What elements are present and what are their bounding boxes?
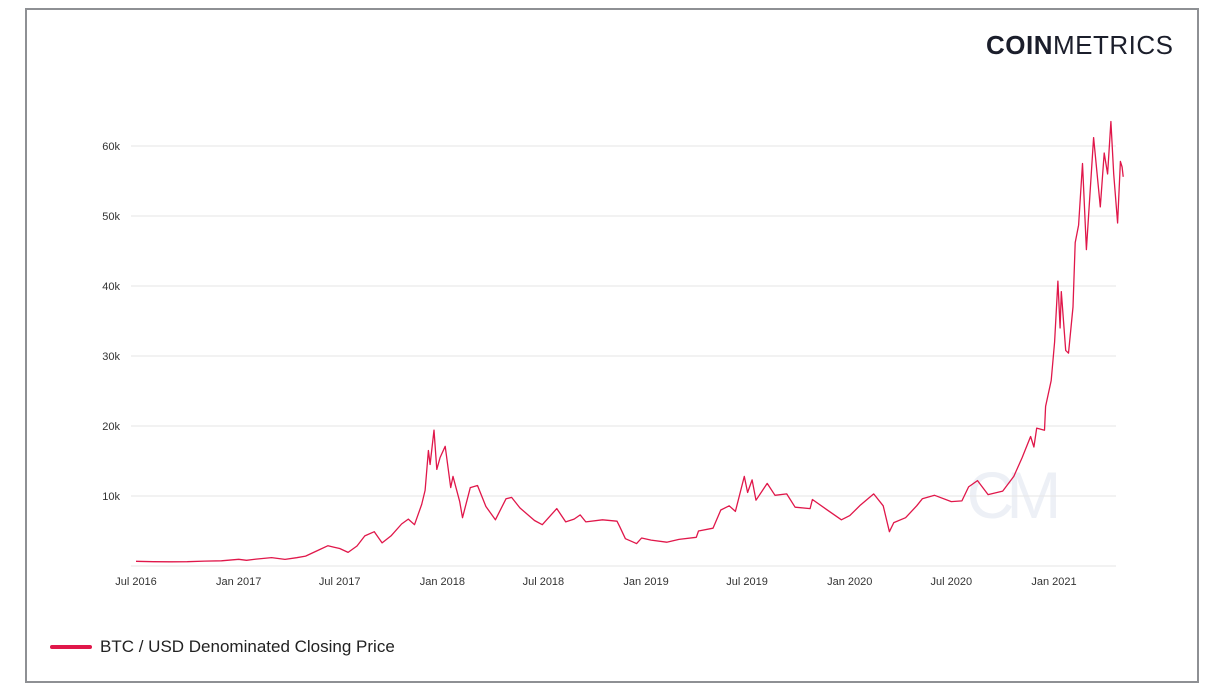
y-tick-label: 60k xyxy=(102,141,120,153)
x-tick-label: Jan 2019 xyxy=(623,576,668,588)
x-tick-label: Jul 2017 xyxy=(319,576,361,588)
x-tick-label: Jul 2016 xyxy=(115,576,157,588)
chart-frame xyxy=(25,8,1199,683)
x-tick-label: Jul 2020 xyxy=(931,576,973,588)
y-tick-label: 50k xyxy=(102,211,120,223)
cm-watermark: CM xyxy=(967,458,1065,532)
y-tick-label: 10k xyxy=(102,491,120,503)
x-tick-label: Jan 2020 xyxy=(827,576,872,588)
svg-text:CM: CM xyxy=(967,458,1057,532)
btc-usd-price-line xyxy=(135,120,1124,563)
legend-swatch xyxy=(50,645,92,649)
coinmetrics-logo: COINMETRICS xyxy=(986,30,1174,60)
legend-label: BTC / USD Denominated Closing Price xyxy=(100,637,395,656)
x-tick-label: Jul 2019 xyxy=(726,576,768,588)
x-tick-label: Jan 2021 xyxy=(1031,576,1076,588)
y-tick-label: 20k xyxy=(102,421,120,433)
y-tick-label: 30k xyxy=(102,351,120,363)
x-tick-label: Jul 2018 xyxy=(523,576,565,588)
gridlines xyxy=(131,145,1116,567)
x-tick-label: Jan 2018 xyxy=(420,576,465,588)
legend[interactable]: BTC / USD Denominated Closing Price xyxy=(50,636,395,658)
y-tick-label: 40k xyxy=(102,281,120,293)
y-axis: 10k 20k 30k 40k 50k 60k xyxy=(102,141,120,503)
x-tick-label: Jan 2017 xyxy=(216,576,261,588)
x-axis: Jul 2016 Jan 2017 Jul 2017 Jan 2018 Jul 2018… xyxy=(115,576,1076,588)
